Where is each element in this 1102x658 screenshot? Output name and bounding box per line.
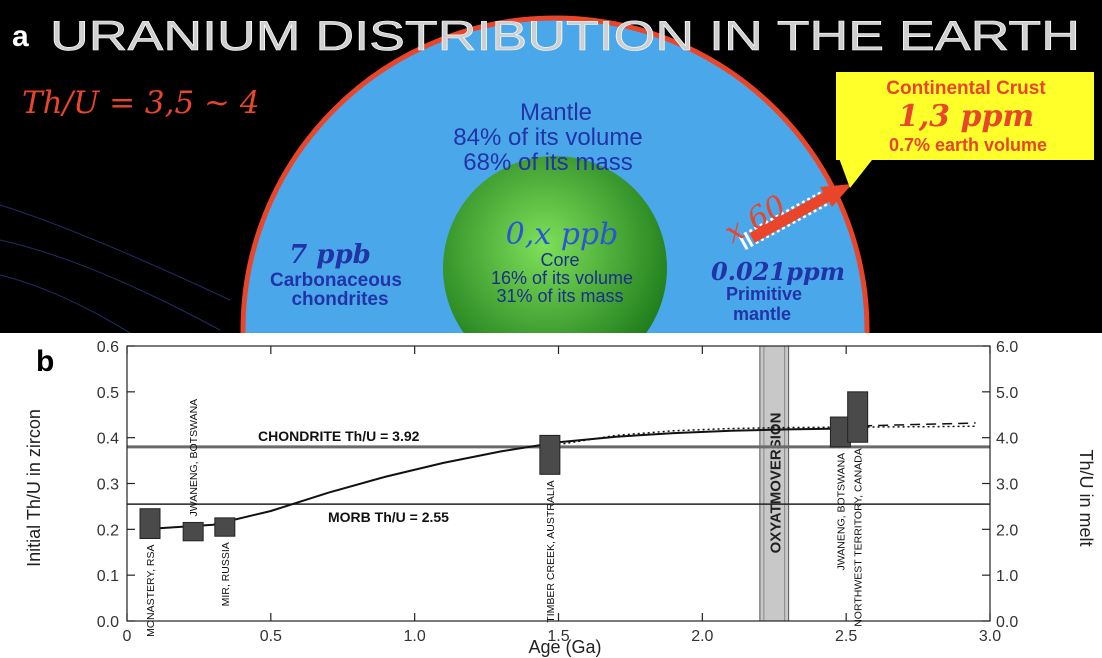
y-tick-right-label: 0.0 <box>996 614 1018 631</box>
mantle-mass: 68% of its mass <box>463 149 632 176</box>
x-tick-label: 0.5 <box>260 628 282 645</box>
y-tick-right-label: 1.0 <box>996 568 1018 585</box>
panel-a-title: URANIUM DISTRIBUTION IN THE EARTH <box>50 12 1080 59</box>
data-box-label: JWANENG, BOTSWANA <box>188 399 200 517</box>
series-line-dotted <box>558 425 976 446</box>
x-tick-label: 2.0 <box>691 628 713 645</box>
y-tick-label: 0.5 <box>97 385 119 402</box>
enrichment-arrow <box>738 184 852 251</box>
data-box-label: NORTHWEST TERRITORY, CANADA <box>853 448 865 627</box>
core-volume: 16% of its volume <box>491 268 633 288</box>
chondrite-value: 7 ppb <box>289 240 371 270</box>
primitive-label-2: mantle <box>733 304 791 324</box>
crust-value: 1,3 ppm <box>898 99 1034 134</box>
y-tick-right-label: 3.0 <box>996 477 1018 494</box>
panel-a-letter: a <box>12 20 29 53</box>
y-axis-label: Initial Th/U in zircon <box>24 409 44 567</box>
y-tick-right-label: 4.0 <box>996 431 1018 448</box>
x-tick-label: 0 <box>123 628 132 645</box>
data-box-label: JWANENG, BOTSWANA <box>835 453 847 571</box>
core-title: Core <box>540 250 579 270</box>
reference-line-label: CHONDRITE Th/U = 3.92 <box>258 428 420 444</box>
mantle-title: Mantle <box>520 99 592 126</box>
y-tick-right-label: 5.0 <box>996 385 1018 402</box>
panel-a-earth-diagram: a URANIUM DISTRIBUTION IN THE EARTH Th/U… <box>0 0 1102 333</box>
crust-volume: 0.7% earth volume <box>889 135 1047 155</box>
x-tick-label: 3.0 <box>979 628 1001 645</box>
chondrite-label-2: chondrites <box>291 289 388 310</box>
data-box <box>182 521 204 542</box>
primitive-value: 0.021ppm <box>711 257 845 286</box>
y-tick-label: 0.6 <box>97 339 119 356</box>
y-tick-right-label: 2.0 <box>996 522 1018 539</box>
chondrite-label-1: Carbonaceous <box>270 270 402 291</box>
y-tick-right-label: 6.0 <box>996 339 1018 356</box>
mantle-volume: 84% of its volume <box>453 124 642 151</box>
th-u-ratio: Th/U = 3,5 ~ 4 <box>22 85 260 121</box>
data-box-label: MIR, RUSSIA <box>220 542 232 606</box>
data-box <box>214 517 236 537</box>
data-box-label: MONASTERY, RSA <box>145 545 157 637</box>
primitive-label-1: Primitive <box>726 284 802 304</box>
y-tick-label: 0.2 <box>97 522 119 539</box>
core-value: 0,x ppb <box>506 217 619 252</box>
data-box-label: TIMBER CREEK, AUSTRALIA <box>545 480 557 622</box>
core-sphere <box>443 156 667 333</box>
x-tick-label: 1.5 <box>547 628 569 645</box>
panel-b-chart: b OXYATMOVERSION CHONDRITE Th/U = 3.92 MO… <box>0 333 1102 658</box>
reference-line-label: MORB Th/U = 2.55 <box>328 509 449 525</box>
y-tick-label: 0.3 <box>97 477 119 494</box>
crust-title: Continental Crust <box>886 78 1046 99</box>
crust-callout <box>836 72 1094 188</box>
core-mass: 31% of its mass <box>496 286 623 306</box>
data-box <box>139 508 161 539</box>
panel-b-letter: b <box>36 345 54 378</box>
data-box <box>539 434 561 475</box>
data-box <box>847 391 869 443</box>
y-tick-label: 0.4 <box>97 431 119 448</box>
y-tick-label: 0.1 <box>97 568 119 585</box>
y-tick-label: 0.0 <box>97 614 119 631</box>
x-tick-label: 2.5 <box>835 628 857 645</box>
series-line-solid <box>141 427 847 531</box>
x-tick-label: 1.0 <box>404 628 426 645</box>
orbit-lines <box>0 204 231 333</box>
oxy-band-label: OXYATMOVERSION <box>767 413 784 554</box>
y-axis-right-label: Th/U in melt <box>1076 449 1096 546</box>
x-axis-label: Age (Ga) <box>528 637 601 657</box>
